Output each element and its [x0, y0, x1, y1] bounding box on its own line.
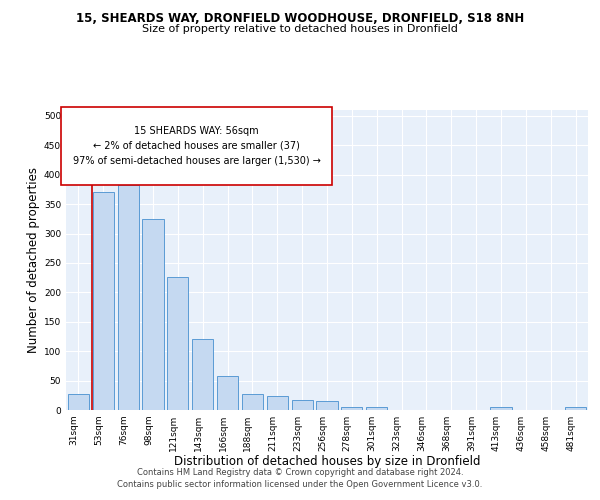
X-axis label: Distribution of detached houses by size in Dronfield: Distribution of detached houses by size …	[174, 456, 480, 468]
Bar	[242, 394, 263, 410]
Bar	[192, 339, 213, 410]
Bar	[217, 376, 238, 410]
Bar	[366, 407, 387, 410]
Text: 15 SHEARDS WAY: 56sqm
← 2% of detached houses are smaller (37)
97% of semi-detac: 15 SHEARDS WAY: 56sqm ← 2% of detached h…	[73, 126, 320, 166]
Bar	[68, 394, 89, 410]
Bar	[167, 277, 188, 410]
Text: Contains HM Land Registry data © Crown copyright and database right 2024.
Contai: Contains HM Land Registry data © Crown c…	[118, 468, 482, 489]
Bar	[341, 407, 362, 410]
Text: Size of property relative to detached houses in Dronfield: Size of property relative to detached ho…	[142, 24, 458, 34]
Text: 15, SHEARDS WAY, DRONFIELD WOODHOUSE, DRONFIELD, S18 8NH: 15, SHEARDS WAY, DRONFIELD WOODHOUSE, DR…	[76, 12, 524, 26]
Bar	[267, 396, 288, 410]
Bar	[316, 401, 338, 410]
FancyBboxPatch shape	[61, 107, 332, 185]
Y-axis label: Number of detached properties: Number of detached properties	[27, 167, 40, 353]
Bar	[142, 219, 164, 410]
Bar	[490, 407, 512, 410]
Bar	[292, 400, 313, 410]
Bar	[565, 407, 586, 410]
Bar	[118, 184, 139, 410]
Bar	[93, 192, 114, 410]
